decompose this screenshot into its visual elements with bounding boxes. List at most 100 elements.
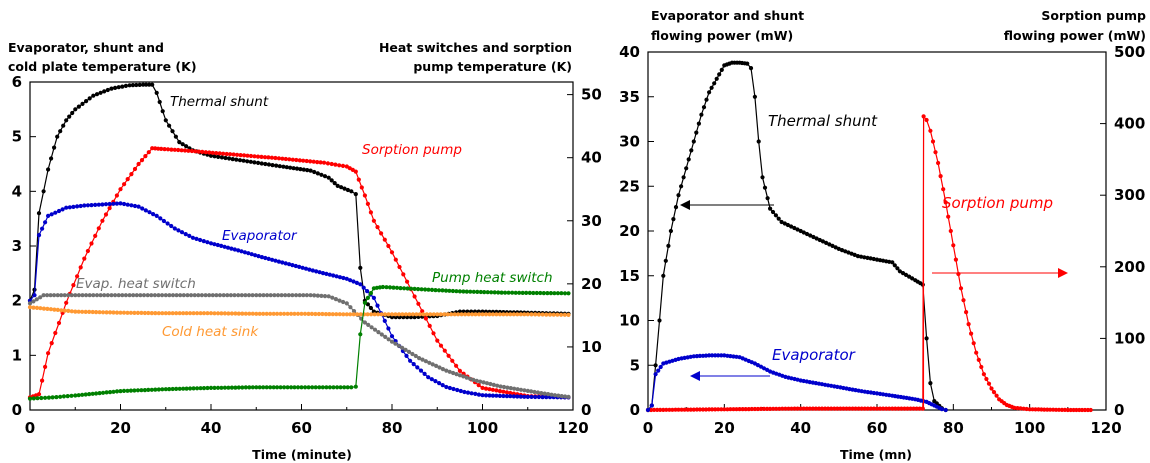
left-chart-ytick-right-label: 30 [581,212,602,230]
left-chart-point-evaporator [469,391,474,396]
left-chart-point-cold-heat-sink [504,312,509,317]
right-chart-point-thermal-shunt [804,231,810,237]
left-chart-point-evaporator [176,228,181,233]
right-chart-point-sorption-pump [1080,407,1085,413]
right-chart-point-sorption-pump [832,406,837,411]
left-chart-point-pump-heat-switch [380,284,385,290]
left-chart-point-cold-heat-sink [396,312,402,317]
arrowhead-thermal-shunt [680,200,690,210]
left-chart-point-pump-heat-switch [457,289,462,294]
left-chart-point-evaporator [497,393,502,398]
right-chart-point-thermal-shunt [836,246,841,251]
right-chart-point-sorption-pump [810,406,816,411]
left-chart-point-evap-heat-switch [315,293,320,298]
left-chart-point-evaporator [533,394,538,400]
left-chart-point-pump-heat-switch [58,394,63,399]
left-chart-point-evap-heat-switch [221,293,226,298]
left-chart-point-evaporator [225,245,231,250]
right-chart-point-sorption-pump [813,406,819,411]
right-chart-point-thermal-shunt [928,381,933,386]
right-chart-point-sorption-pump [774,406,779,411]
right-chart-ytick-left-label: 15 [619,267,640,285]
left-chart-point-pump-heat-switch [250,385,255,390]
left-chart-point-evaporator [140,206,145,211]
left-chart-point-evap-heat-switch [207,293,212,298]
annotation-evaporator-right: Evaporator [772,346,856,364]
left-chart-point-evap-heat-switch [308,293,313,298]
left-chart-point-sorption-pump [382,237,387,242]
left-chart-point-evap-heat-switch [91,293,96,298]
left-chart-point-cold-heat-sink [292,311,297,316]
left-chart-point-thermal-shunt [46,167,51,172]
right-chart-point-sorption-pump [951,243,956,248]
left-chart-point-thermal-shunt [252,160,257,165]
left-chart-point-cold-heat-sink [66,308,71,313]
left-chart-point-evap-heat-switch [444,368,449,373]
left-chart-point-pump-heat-switch [50,395,55,400]
left-chart-point-evap-heat-switch [474,378,479,383]
left-chart-point-evaporator [64,205,69,210]
right-chart-point-thermal-shunt [811,234,816,240]
left-chart-point-cold-heat-sink [403,312,408,317]
left-chart-point-pump-heat-switch [257,385,262,390]
left-chart-point-evap-heat-switch [546,392,551,397]
left-chart-point-sorption-pump [125,177,130,182]
left-chart-point-sorption-pump [235,152,240,157]
left-chart-point-evap-heat-switch [105,293,110,298]
left-chart-point-evaporator [511,394,516,399]
left-chart-point-pump-heat-switch [513,290,518,295]
left-chart-line-evaporator [29,202,569,398]
right-chart-point-sorption-pump [893,406,898,411]
annotation-evap-heat-switch: Evap. heat switch [76,276,196,292]
left-chart-point-cold-heat-sink [73,309,78,314]
left-chart-point-evaporator [300,265,305,270]
left-chart-point-cold-heat-sink [386,312,391,317]
left-chart-point-evap-heat-switch [123,293,128,298]
left-chart-point-evaporator [429,377,434,382]
left-chart-point-cold-heat-sink [69,309,74,314]
left-chart-point-cold-heat-sink [393,312,398,317]
left-chart-point-pump-heat-switch [268,385,273,390]
left-chart-point-evaporator [143,208,148,213]
left-chart-point-cold-heat-sink [121,310,127,315]
right-chart-point-sorption-pump [946,214,951,219]
left-chart-point-evaporator [515,394,520,399]
left-chart-point-pump-heat-switch [46,395,52,400]
left-chart-point-cold-heat-sink [562,312,567,317]
right-chart-point-thermal-shunt [785,222,791,228]
right-chart-point-evaporator [688,354,693,359]
left-chart-point-pump-heat-switch [61,394,66,399]
left-chart-point-cold-heat-sink [559,312,564,317]
right-chart-point-thermal-shunt [887,259,892,264]
left-chart-point-pump-heat-switch [97,391,102,396]
left-chart-point-thermal-shunt [67,114,72,119]
right-chart-point-thermal-shunt [846,250,851,255]
left-chart-point-evaporator [348,278,353,283]
left-chart-point-evap-heat-switch [434,363,439,368]
left-chart-point-evaporator [53,210,58,215]
right-chart-point-sorption-pump [707,407,712,412]
left-chart-point-thermal-shunt [180,142,185,147]
right-chart-point-thermal-shunt [839,248,845,253]
left-chart-point-cold-heat-sink [229,311,234,316]
right-chart-point-sorption-pump [713,407,718,412]
left-chart-point-evap-heat-switch [529,389,534,394]
right-chart-point-sorption-pump [979,364,984,370]
right-chart-point-sorption-pump [755,406,761,412]
left-chart-point-sorption-pump [75,274,80,279]
left-chart-point-pump-heat-switch [54,395,59,400]
right-chart-point-sorption-pump [761,406,767,411]
left-chart-point-pump-heat-switch [365,295,370,300]
right-chart-point-thermal-shunt [657,318,662,323]
left-chart-point-evaporator [447,385,452,391]
left-chart-point-sorption-pump [454,363,459,368]
left-chart-point-evap-heat-switch [440,367,445,372]
right-chart-point-evaporator [871,390,877,396]
left-chart-point-evaporator [494,393,499,398]
left-chart-point-pump-heat-switch [181,386,186,391]
left-chart-point-pump-heat-switch [163,387,168,392]
left-chart-point-evap-heat-switch [333,297,338,302]
left-chart-point-evap-heat-switch [427,360,432,365]
left-chart-point-evap-heat-switch [294,293,299,298]
left-chart-point-evaporator [114,201,119,206]
